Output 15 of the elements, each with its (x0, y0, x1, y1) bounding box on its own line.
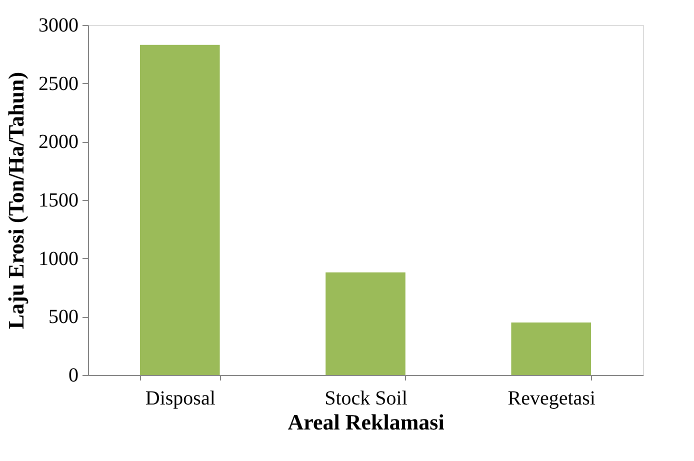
y-tick-label: 2000 (38, 131, 78, 154)
y-tick-label: 0 (68, 364, 78, 386)
y-tick-label: 2500 (38, 72, 78, 95)
y-tick-label: 3000 (38, 14, 78, 36)
bar (326, 272, 406, 375)
y-tick-label: 1500 (38, 190, 78, 212)
bar (511, 322, 592, 375)
x-axis-title: Areal Reklamasi (288, 410, 444, 434)
y-axis-title: Laju Erosi (Ton/Ha/Tahun) (4, 72, 28, 330)
x-tick-label: Revegetasi (508, 388, 596, 410)
y-tick-label: 1000 (38, 248, 78, 270)
x-tick-label: Disposal (145, 388, 216, 410)
x-tick-label: Stock Soil (324, 388, 408, 410)
y-tick-label: 500 (48, 306, 78, 328)
bar (140, 44, 220, 375)
